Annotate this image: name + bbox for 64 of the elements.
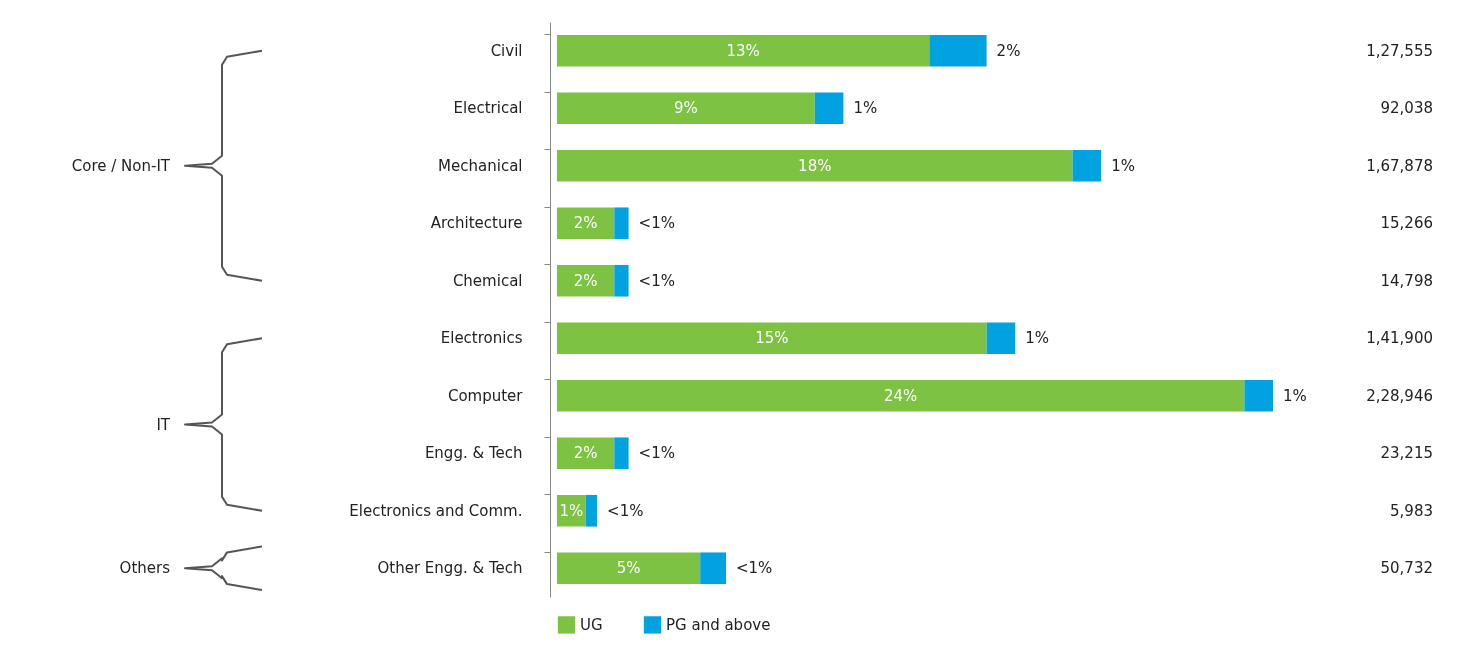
data-label: 2% [573, 444, 598, 463]
bar [557, 379, 1245, 412]
data-label: 15% [755, 329, 789, 348]
y2-tick-label: 23,215 [1380, 444, 1433, 463]
bar [557, 552, 701, 585]
bar [557, 149, 1073, 182]
bar [585, 494, 598, 527]
data-label: 1% [559, 501, 584, 520]
data-label: 2% [573, 271, 598, 290]
y2-tick-label: 2,28,946 [1366, 386, 1433, 405]
y-tick-label: Other Engg. & Tech [377, 559, 523, 578]
y2-tick-label: 1,27,555 [1366, 41, 1433, 60]
data-label: 13% [726, 41, 760, 60]
text: Others [119, 559, 171, 578]
y2-tick-label: 1,67,878 [1366, 156, 1433, 175]
bar [614, 264, 629, 297]
y2-tick-label: 1,41,900 [1366, 329, 1433, 348]
data-label: 1% [1283, 386, 1307, 405]
bar [986, 322, 1016, 355]
y-tick-label: Computer [447, 386, 524, 405]
y-tick-label: Chemical [452, 271, 523, 290]
y2-tick-label: 14,798 [1380, 271, 1433, 290]
data-label: 1% [1111, 156, 1135, 175]
data-label: 18% [798, 156, 832, 175]
y2-tick-label: 50,732 [1380, 559, 1433, 578]
bar [557, 437, 615, 470]
bar [557, 207, 615, 240]
data-label: 2% [996, 41, 1021, 60]
y2-tick-label: 15,266 [1380, 214, 1433, 233]
bar [1244, 379, 1273, 412]
y-tick-label: Electronics [440, 329, 523, 348]
bar [1072, 149, 1102, 182]
legend-label: PG and above [666, 615, 771, 634]
y2-tick-label: 92,038 [1380, 99, 1433, 118]
legend-label: UG [580, 615, 603, 634]
bar [557, 264, 615, 297]
data-label: 24% [884, 386, 918, 405]
y-tick-label: Civil [490, 41, 523, 60]
y-tick-label: Electrical [453, 99, 523, 118]
bar [557, 92, 815, 125]
text: Core / Non-IT [71, 156, 171, 175]
bar [614, 207, 629, 240]
y-tick-label: Architecture [430, 214, 523, 233]
bar [557, 322, 987, 355]
data-label: 9% [673, 99, 698, 118]
bar [814, 92, 844, 125]
data-label: <1% [638, 444, 675, 463]
y-tick-label: Electronics and Comm. [349, 501, 523, 520]
data-label: 5% [616, 559, 641, 578]
data-label: 1% [853, 99, 878, 118]
bar [614, 437, 629, 470]
bar [557, 34, 930, 67]
y-tick-label: Mechanical [438, 156, 523, 175]
data-label: <1% [735, 559, 773, 578]
data-label: 1% [1025, 329, 1050, 348]
data-label: <1% [638, 214, 675, 233]
text: IT [156, 415, 171, 434]
y-tick-label: Engg. & Tech [424, 444, 523, 463]
bar [929, 34, 987, 67]
data-label: <1% [607, 501, 644, 520]
y2-tick-label: 5,983 [1390, 501, 1433, 520]
bar [700, 552, 726, 585]
data-label: <1% [638, 271, 675, 290]
data-label: 2% [573, 214, 598, 233]
